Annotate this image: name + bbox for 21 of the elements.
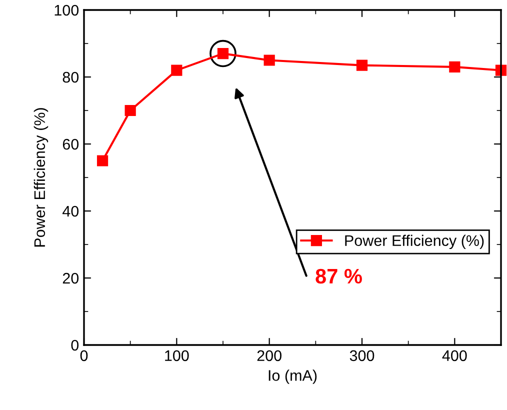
y-tick-label: 100	[54, 4, 79, 16]
x-tick-label: 200	[257, 350, 282, 362]
point	[96, 155, 108, 166]
point	[264, 54, 275, 66]
y-tick-label: 40	[62, 206, 79, 217]
y-tick-label: 60	[62, 138, 79, 150]
x-tick-label: 100	[165, 350, 189, 362]
y-tick-label: 80	[62, 72, 79, 83]
point	[171, 64, 182, 76]
y-tick-label: 0	[71, 340, 79, 351]
point	[449, 61, 460, 73]
legend-label: Power Efficiency (%)	[345, 234, 484, 250]
x-tick-label: 0	[80, 350, 88, 362]
x-axis-title: Io (mA)	[268, 370, 317, 384]
y-axis-title: Power Efficiency (%)	[34, 108, 48, 247]
annotation: 87 %	[316, 268, 362, 284]
x-tick-label: 400	[442, 350, 467, 362]
x-tick-label: 300	[350, 350, 374, 362]
y-tick-label: 20	[62, 272, 79, 284]
point	[124, 104, 136, 116]
point	[356, 60, 368, 71]
